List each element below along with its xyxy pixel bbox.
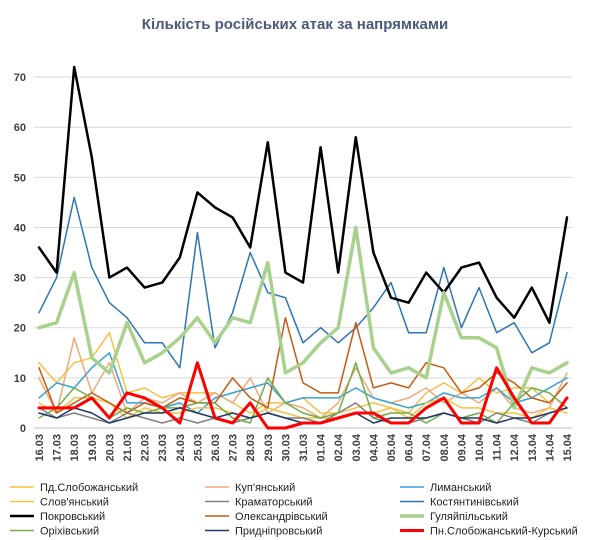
- x-tick-label: 01.04: [316, 433, 328, 461]
- series-lines: [37, 65, 569, 430]
- y-tick-label: 40: [14, 222, 26, 234]
- legend-label-3: Слов'янський: [40, 497, 109, 509]
- x-tick-label: 09.04: [456, 433, 468, 461]
- series-line-7: [38, 316, 568, 414]
- x-tick-label: 20.03: [104, 434, 116, 462]
- y-tick-label: 20: [14, 323, 26, 335]
- y-axis-ticks: 0 10 20 30 40 50 60 70: [14, 72, 26, 435]
- x-tick-label: 18.03: [69, 434, 81, 462]
- x-tick-label: 10.04: [474, 433, 486, 461]
- x-tick-label: 06.04: [404, 433, 416, 461]
- x-axis-ticks: 16.03 17.03 18.03 19.03 20.03 21.03 22.03 23.03…: [34, 433, 574, 461]
- series-line-2: [38, 352, 568, 414]
- x-tick-label: 05.04: [386, 433, 398, 461]
- x-tick-label: 31.03: [298, 434, 310, 462]
- legend: Пд.Слобожанський Куп'янський Лиманський Сло…: [10, 482, 578, 538]
- legend-label-0: Пд.Слобожанський: [40, 482, 138, 494]
- series-line-11: [37, 361, 569, 430]
- x-tick-label: 19.03: [87, 434, 99, 462]
- legend-label-6: Покровський: [40, 511, 105, 523]
- legend-label-5: Костянтинівський: [430, 497, 519, 509]
- series-line-8: [37, 225, 569, 410]
- legend-label-9: Оріхівський: [40, 526, 99, 538]
- x-tick-label: 12.04: [509, 433, 521, 461]
- x-tick-label: 14.04: [544, 433, 556, 461]
- x-tick-label: 29.03: [263, 434, 275, 462]
- y-tick-label: 60: [14, 122, 26, 134]
- x-tick-label: 27.03: [228, 434, 240, 462]
- x-tick-label: 13.04: [527, 433, 539, 461]
- x-tick-label: 03.04: [351, 433, 363, 461]
- x-tick-label: 22.03: [140, 434, 152, 462]
- legend-label-2: Лиманський: [430, 482, 491, 494]
- x-tick-label: 25.03: [192, 434, 204, 462]
- legend-label-8: Гуляйпільський: [430, 511, 508, 523]
- y-tick-label: 30: [14, 273, 26, 285]
- x-tick-label: 02.04: [333, 433, 345, 461]
- x-tick-label: 08.04: [439, 433, 451, 461]
- x-tick-label: 23.03: [157, 434, 169, 462]
- legend-label-11: Пн.Слобожанський-Курський: [430, 526, 578, 538]
- legend-label-10: Придніпровський: [235, 526, 322, 538]
- x-tick-label: 07.04: [421, 433, 433, 461]
- legend-label-7: Олександрівський: [235, 511, 328, 523]
- x-tick-label: 04.04: [368, 433, 380, 461]
- y-tick-label: 0: [20, 423, 26, 435]
- x-tick-label: 30.03: [280, 434, 292, 462]
- series-line-5: [38, 196, 568, 369]
- x-tick-label: 21.03: [122, 434, 134, 462]
- y-tick-label: 50: [14, 172, 26, 184]
- x-tick-label: 17.03: [52, 434, 64, 462]
- y-tick-label: 70: [14, 72, 26, 84]
- x-tick-label: 26.03: [210, 434, 222, 462]
- x-tick-label: 24.03: [175, 434, 187, 462]
- x-tick-label: 15.04: [562, 433, 574, 461]
- x-tick-label: 11.04: [492, 433, 504, 461]
- y-tick-label: 10: [14, 373, 26, 385]
- series-line-6: [37, 65, 569, 324]
- x-tick-label: 16.03: [34, 434, 46, 462]
- legend-label-1: Куп'янський: [235, 482, 295, 494]
- legend-label-4: Краматорський: [235, 497, 313, 509]
- series-line-9: [38, 362, 568, 424]
- chart-title: Кількість російських атак за напрямками: [142, 16, 448, 33]
- x-tick-label: 28.03: [245, 434, 257, 462]
